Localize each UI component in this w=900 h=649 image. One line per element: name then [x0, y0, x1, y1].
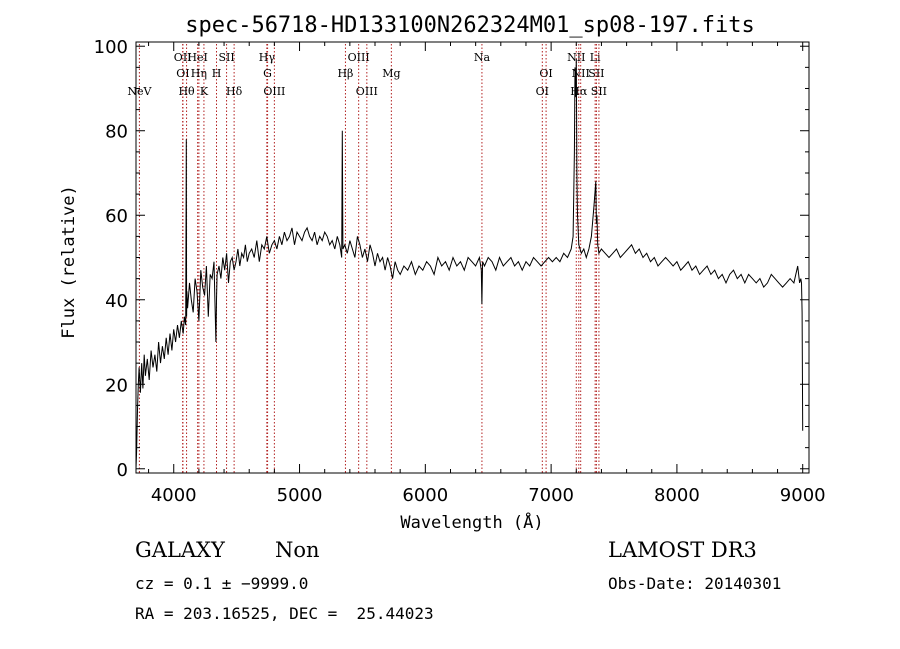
observation-date: Obs-Date: 20140301 [608, 574, 782, 593]
line-label-8: SII [218, 51, 234, 64]
line-label-5: Hη [191, 67, 207, 80]
y-tick-label-5: 100 [94, 37, 128, 58]
object-class: GALAXY [135, 538, 225, 562]
line-label-7: H [212, 67, 222, 80]
line-label-15: OIII [356, 85, 378, 98]
line-label-23: Li [590, 51, 601, 64]
line-label-1: OII [174, 51, 192, 64]
line-label-25: SII [591, 85, 607, 98]
line-label-0: NeV [127, 85, 152, 98]
line-label-13: Hβ [337, 67, 353, 80]
x-tick-label-4: 8000 [654, 485, 700, 506]
line-label-12: OIII [263, 85, 285, 98]
emission-line-markers: NeVOIIOIHθHeIHηKHSIIHδHγGOIIIHβOIIIOIIIM… [127, 44, 607, 473]
x-axis-label: Wavelength (Å) [400, 511, 543, 533]
x-tick-label-2: 6000 [402, 485, 448, 506]
axis-ticks: 4000 5000 6000 7000 8000 9000 0 20 40 60 80 100 [94, 37, 826, 506]
chart-title: spec-56718-HD133100N262324M01_sp08-197.f… [185, 13, 755, 38]
line-label-22: Hα [570, 85, 588, 98]
line-label-16: Mg [382, 67, 400, 80]
y-axis-label: Flux (relative) [59, 185, 79, 339]
line-label-3: Hθ [178, 85, 195, 98]
coordinates-readout: RA = 203.16525, DEC = 25.44023 [135, 604, 434, 623]
line-label-24: SII [588, 67, 604, 80]
line-label-17: Na [474, 51, 491, 64]
x-tick-label-0: 4000 [151, 485, 197, 506]
x-tick-label-1: 5000 [277, 485, 323, 506]
x-tick-label-3: 7000 [528, 485, 574, 506]
y-tick-label-3: 60 [105, 206, 128, 227]
line-label-4: HeI [187, 51, 207, 64]
line-label-19: OI [536, 85, 549, 98]
line-label-18: OI [539, 67, 552, 80]
spectrum-series-line [135, 58, 804, 469]
line-label-9: Hδ [226, 85, 243, 98]
line-label-14: OIII [348, 51, 370, 64]
object-subclass: Non [275, 538, 320, 562]
y-tick-label-2: 40 [105, 291, 128, 312]
redshift-readout: cz = 0.1 ± −9999.0 [135, 574, 309, 593]
y-tick-label-1: 20 [105, 375, 128, 396]
line-label-10: Hγ [259, 51, 276, 64]
y-tick-label-4: 80 [105, 122, 128, 143]
x-tick-label-5: 9000 [780, 485, 826, 506]
line-label-11: G [263, 67, 272, 80]
line-label-2: OI [176, 67, 189, 80]
survey-name: LAMOST DR3 [608, 538, 757, 562]
y-tick-label-0: 0 [117, 460, 128, 481]
line-label-21: NII [572, 67, 590, 80]
line-label-6: K [200, 85, 209, 98]
line-label-20: NII [567, 51, 585, 64]
